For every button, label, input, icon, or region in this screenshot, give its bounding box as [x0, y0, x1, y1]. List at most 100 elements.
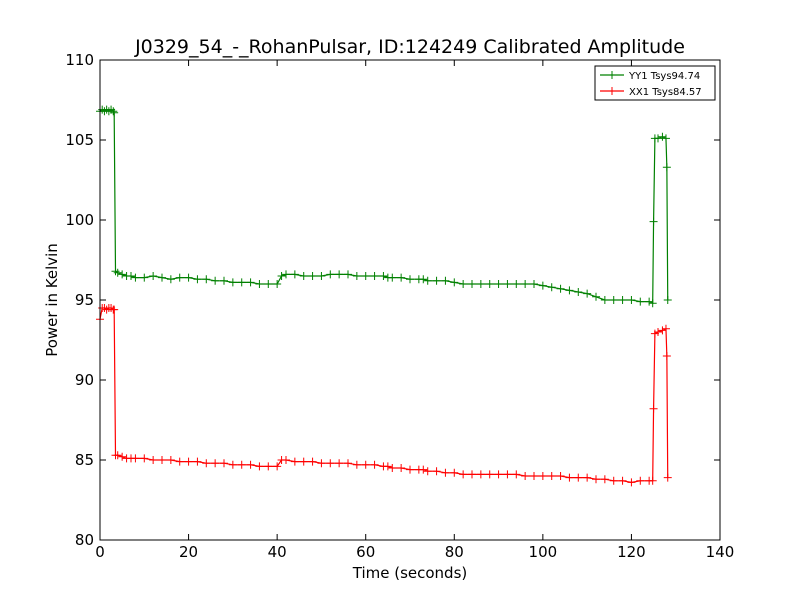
- y-axis-label: Power in Kelvin: [43, 243, 61, 357]
- data-point: [503, 470, 512, 479]
- y-tick-label: 85: [75, 451, 94, 469]
- data-point: [618, 476, 627, 485]
- data-point: [503, 280, 512, 288]
- data-point: [127, 272, 135, 280]
- y-tick-label: 100: [65, 211, 94, 229]
- data-point: [220, 459, 228, 468]
- data-point: [423, 467, 432, 476]
- x-tick-label: 100: [529, 543, 558, 561]
- data-point: [565, 473, 574, 482]
- data-point: [370, 460, 379, 469]
- data-point: [344, 459, 352, 468]
- data-point: [109, 107, 118, 116]
- data-point: [583, 289, 592, 298]
- data-point: [419, 465, 428, 474]
- data-point: [299, 272, 308, 280]
- data-point: [193, 457, 202, 466]
- data-point: [317, 272, 326, 280]
- series-1: [96, 304, 672, 487]
- data-point: [574, 288, 583, 296]
- data-point: [255, 462, 264, 471]
- data-point: [547, 472, 556, 480]
- data-point: [211, 459, 220, 468]
- data-point: [131, 454, 140, 463]
- data-point: [406, 275, 414, 284]
- data-point: [494, 280, 503, 288]
- data-point: [397, 464, 406, 472]
- legend-label: XX1 Tsys84.57: [629, 87, 702, 98]
- data-point: [237, 278, 246, 287]
- data-point: [184, 273, 193, 282]
- data-point: [118, 270, 127, 279]
- data-point: [388, 464, 397, 472]
- x-tick-label: 140: [706, 543, 735, 561]
- data-point: [432, 276, 441, 285]
- data-point: [662, 163, 671, 172]
- x-tick-label: 120: [617, 543, 646, 561]
- series-line: [99, 307, 669, 484]
- data-point: [419, 275, 428, 284]
- data-point: [166, 456, 175, 464]
- data-point: [220, 276, 228, 285]
- data-point: [118, 452, 127, 461]
- data-point: [530, 280, 538, 288]
- data-point: [140, 454, 149, 463]
- data-point: [264, 462, 273, 471]
- y-tick-label: 105: [65, 131, 94, 149]
- data-point: [273, 462, 282, 471]
- data-point: [600, 296, 609, 304]
- data-point: [344, 270, 352, 279]
- legend: YY1 Tsys94.74 XX1 Tsys84.57: [594, 65, 716, 101]
- data-point: [388, 273, 397, 282]
- data-point: [521, 472, 530, 480]
- data-point: [110, 108, 119, 117]
- data-point: [661, 324, 670, 333]
- x-axis-label: Time (seconds): [352, 564, 468, 582]
- data-point: [131, 273, 140, 282]
- data-point: [468, 470, 476, 479]
- x-tick-label: 20: [179, 543, 198, 561]
- data-point: [246, 278, 255, 287]
- data-point: [658, 132, 667, 141]
- data-point: [335, 270, 344, 279]
- data-point: [636, 297, 645, 306]
- data-point: [379, 272, 388, 280]
- data-point: [158, 456, 166, 464]
- data-point: [264, 280, 273, 288]
- legend-marker: [608, 71, 616, 79]
- data-point: [175, 457, 184, 466]
- data-point: [485, 280, 494, 288]
- data-point: [113, 268, 122, 277]
- data-point: [609, 296, 618, 304]
- data-point: [110, 305, 119, 314]
- data-point: [468, 280, 476, 288]
- data-point: [352, 272, 361, 280]
- data-point: [193, 275, 202, 284]
- data-point: [661, 134, 670, 143]
- data-point: [308, 272, 317, 280]
- data-point: [512, 470, 521, 479]
- x-tick-label: 60: [356, 543, 375, 561]
- data-point: [600, 475, 609, 484]
- data-point: [648, 476, 657, 485]
- data-point: [663, 473, 672, 482]
- data-point: [423, 276, 432, 285]
- data-point: [556, 284, 565, 293]
- data-point: [397, 273, 406, 282]
- data-point: [441, 468, 450, 477]
- y-tick-label: 110: [65, 51, 94, 69]
- data-point: [592, 475, 600, 484]
- data-point: [658, 326, 667, 335]
- data-point: [654, 134, 662, 143]
- x-tick-label: 40: [268, 543, 287, 561]
- data-point: [645, 297, 654, 306]
- plot-area: [96, 105, 672, 487]
- data-point: [282, 270, 290, 279]
- data-point: [654, 328, 662, 336]
- data-point: [282, 456, 290, 464]
- data-point: [494, 470, 503, 479]
- data-point: [648, 299, 657, 308]
- data-point: [627, 478, 636, 487]
- data-point: [574, 473, 583, 482]
